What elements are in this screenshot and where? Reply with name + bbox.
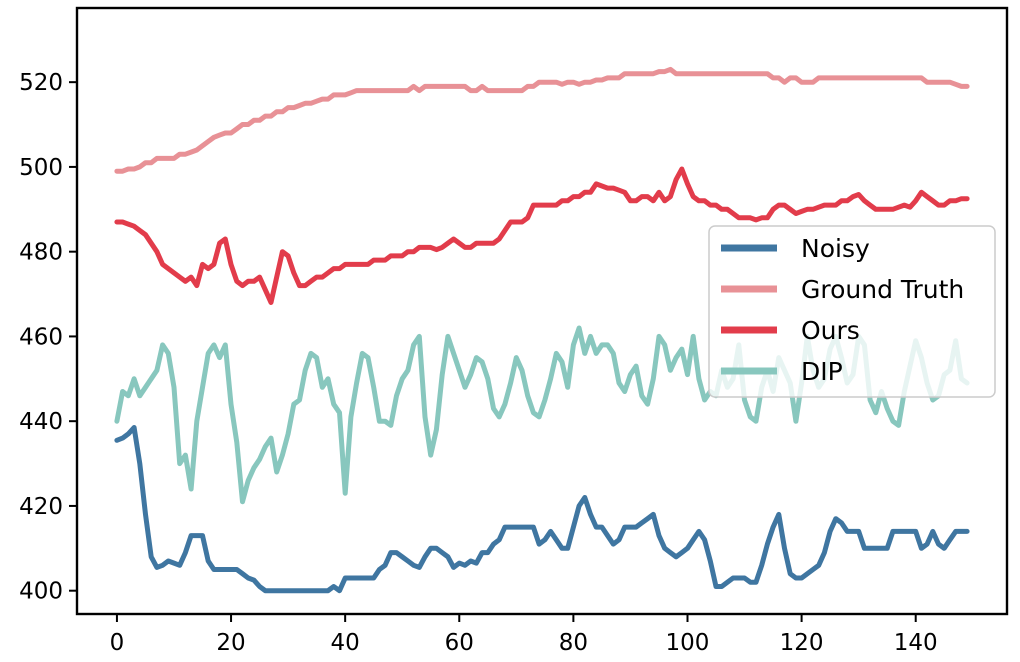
x-tick-label: 120	[780, 630, 824, 656]
x-tick-label: 20	[216, 630, 245, 656]
series-line-noisy	[114, 425, 970, 594]
legend-item-noisy: Noisy	[721, 234, 870, 263]
series-ours	[114, 166, 970, 305]
series-layer	[114, 66, 970, 594]
y-tick-label: 480	[19, 240, 63, 266]
legend-item-ground-truth: Ground Truth	[721, 275, 964, 304]
x-tick-label: 0	[110, 630, 125, 656]
plot-frame	[75, 6, 1009, 616]
legend-label: Ground Truth	[801, 275, 964, 304]
y-tick-label: 400	[19, 579, 63, 605]
legend-box	[708, 225, 996, 398]
x-axis: 0 20 40 60 80 100 120 140	[110, 614, 938, 656]
y-tick-label: 520	[19, 70, 63, 96]
y-tick-label: 440	[19, 409, 63, 435]
x-tick-label: 60	[445, 630, 474, 656]
legend-label: DIP	[801, 357, 843, 386]
y-axis: 400 420 440 460 480 500 520	[19, 70, 77, 605]
x-tick-label: 100	[666, 630, 710, 656]
legend-label: Ours	[801, 316, 860, 345]
x-tick-label: 80	[559, 630, 588, 656]
series-ground-truth	[114, 66, 970, 174]
y-tick-label: 460	[19, 324, 63, 350]
x-tick-label: 140	[894, 630, 938, 656]
legend-label: Noisy	[801, 234, 870, 263]
legend-item-dip: DIP	[721, 357, 843, 386]
legend: Noisy Ground Truth Ours DIP	[708, 225, 996, 398]
x-tick-label: 40	[331, 630, 360, 656]
y-tick-label: 500	[19, 155, 63, 181]
series-noisy	[114, 425, 970, 594]
y-tick-label: 420	[19, 494, 63, 520]
legend-item-ours: Ours	[721, 316, 860, 345]
series-line-ground-truth	[114, 66, 970, 174]
series-line-ours	[114, 166, 970, 305]
